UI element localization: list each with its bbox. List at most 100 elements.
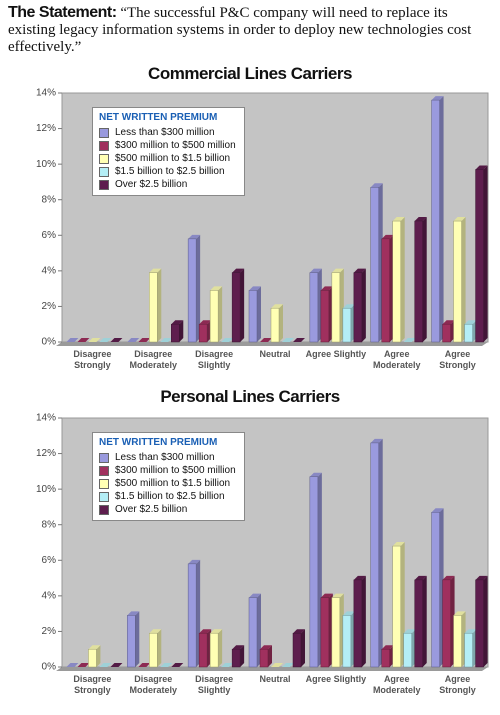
bar <box>149 632 158 668</box>
y-tick-label: 0% <box>42 337 57 348</box>
legend-swatch <box>99 478 109 489</box>
bar-side <box>196 234 201 342</box>
bar <box>320 597 330 668</box>
bar <box>414 220 423 343</box>
bar-top <box>149 629 162 634</box>
bar-top <box>88 645 101 650</box>
bar-top <box>381 234 394 239</box>
legend-swatch <box>99 179 109 190</box>
y-tick-label: 12% <box>36 448 56 459</box>
legend-swatch <box>99 153 109 164</box>
y-tick-label: 12% <box>36 123 56 134</box>
bar-top <box>77 663 90 667</box>
bar <box>187 238 197 343</box>
bar-top <box>232 268 245 273</box>
bar-top <box>138 663 151 667</box>
bar <box>381 648 390 668</box>
x-tick-label: Agree Slightly <box>305 349 367 359</box>
legend-label: Over $2.5 billion <box>115 179 188 190</box>
bar-top <box>171 320 184 325</box>
bar-top <box>160 338 173 342</box>
bar-top <box>188 559 201 564</box>
plot-floor <box>56 342 488 346</box>
bar-top <box>309 472 322 477</box>
bar <box>171 323 180 343</box>
statement-quote: “The successful P&C company will need to… <box>8 5 472 55</box>
bar-top <box>160 663 173 667</box>
bar <box>370 442 379 668</box>
legend-swatch <box>99 127 109 138</box>
bar-side <box>361 268 366 342</box>
legend-entry: Less than $300 million <box>99 451 236 464</box>
bar-top <box>138 338 151 342</box>
bar <box>198 632 208 668</box>
x-tick-label: Agree Strongly <box>439 349 476 370</box>
bar-top <box>260 645 272 650</box>
bar <box>292 632 302 668</box>
bar-top <box>403 629 416 634</box>
bar-side <box>268 645 272 667</box>
legend-label: Less than $300 million <box>115 452 215 463</box>
bar <box>342 307 352 343</box>
legend-label: $500 million to $1.5 billion <box>115 153 231 164</box>
x-tick-label: Disagree Slightly <box>195 674 234 695</box>
bar <box>231 648 241 668</box>
legend-label: $1.5 billion to $2.5 billion <box>115 166 225 177</box>
bar-top <box>260 338 272 342</box>
x-tick-label: Agree Strongly <box>439 674 476 695</box>
bar <box>431 512 440 668</box>
legend-swatch <box>99 140 109 151</box>
y-tick-label: 6% <box>42 230 57 241</box>
y-tick-label: 10% <box>36 484 56 495</box>
bar <box>453 615 462 668</box>
bar-top <box>110 338 123 342</box>
bar-side <box>135 611 140 667</box>
bar <box>270 307 280 343</box>
bar-side <box>257 593 261 667</box>
legend: NET WRITTEN PREMIUM Less than $300 millio… <box>92 107 245 196</box>
x-tick-label: Disagree Slightly <box>195 349 234 370</box>
bar <box>209 632 219 668</box>
bar-side <box>240 645 245 667</box>
bar-top <box>282 338 294 342</box>
bar-top <box>293 629 305 634</box>
bar <box>475 579 484 668</box>
bar-top <box>414 217 427 222</box>
plot-floor <box>56 667 488 671</box>
y-tick-label: 6% <box>42 555 57 566</box>
legend-entry: $1.5 billion to $2.5 billion <box>99 165 236 178</box>
bar-top <box>249 593 261 598</box>
y-tick-label: 2% <box>42 301 57 312</box>
bar-top <box>282 663 294 667</box>
bar-top <box>331 593 344 598</box>
bar-top <box>88 338 101 342</box>
bar-top <box>431 96 444 101</box>
bar <box>309 476 319 668</box>
bar-top <box>271 663 283 667</box>
bar-side <box>378 438 383 667</box>
bar-top <box>66 663 79 667</box>
bar-top <box>453 217 466 222</box>
bar-top <box>370 438 383 443</box>
bar <box>442 323 451 343</box>
x-tick-label: Disagree Moderately <box>129 349 178 370</box>
legend-swatch <box>99 452 109 463</box>
bar-top <box>221 338 234 342</box>
bar-top <box>381 645 394 650</box>
x-tick-label: Neutral <box>259 674 291 684</box>
bar-side <box>400 217 405 342</box>
bar <box>88 648 97 668</box>
bar-top <box>403 338 416 342</box>
y-tick-label: 10% <box>36 159 56 170</box>
bar <box>187 563 197 668</box>
legend-title: NET WRITTEN PREMIUM <box>99 112 218 123</box>
bar <box>309 272 319 343</box>
x-tick-label: Agree Moderately <box>372 349 421 370</box>
bar-top <box>199 629 212 634</box>
bar <box>320 290 330 343</box>
bar <box>392 220 401 343</box>
bar-top <box>342 304 355 309</box>
legend-entry: Over $2.5 billion <box>99 178 236 191</box>
legend-title: NET WRITTEN PREMIUM <box>99 437 218 448</box>
